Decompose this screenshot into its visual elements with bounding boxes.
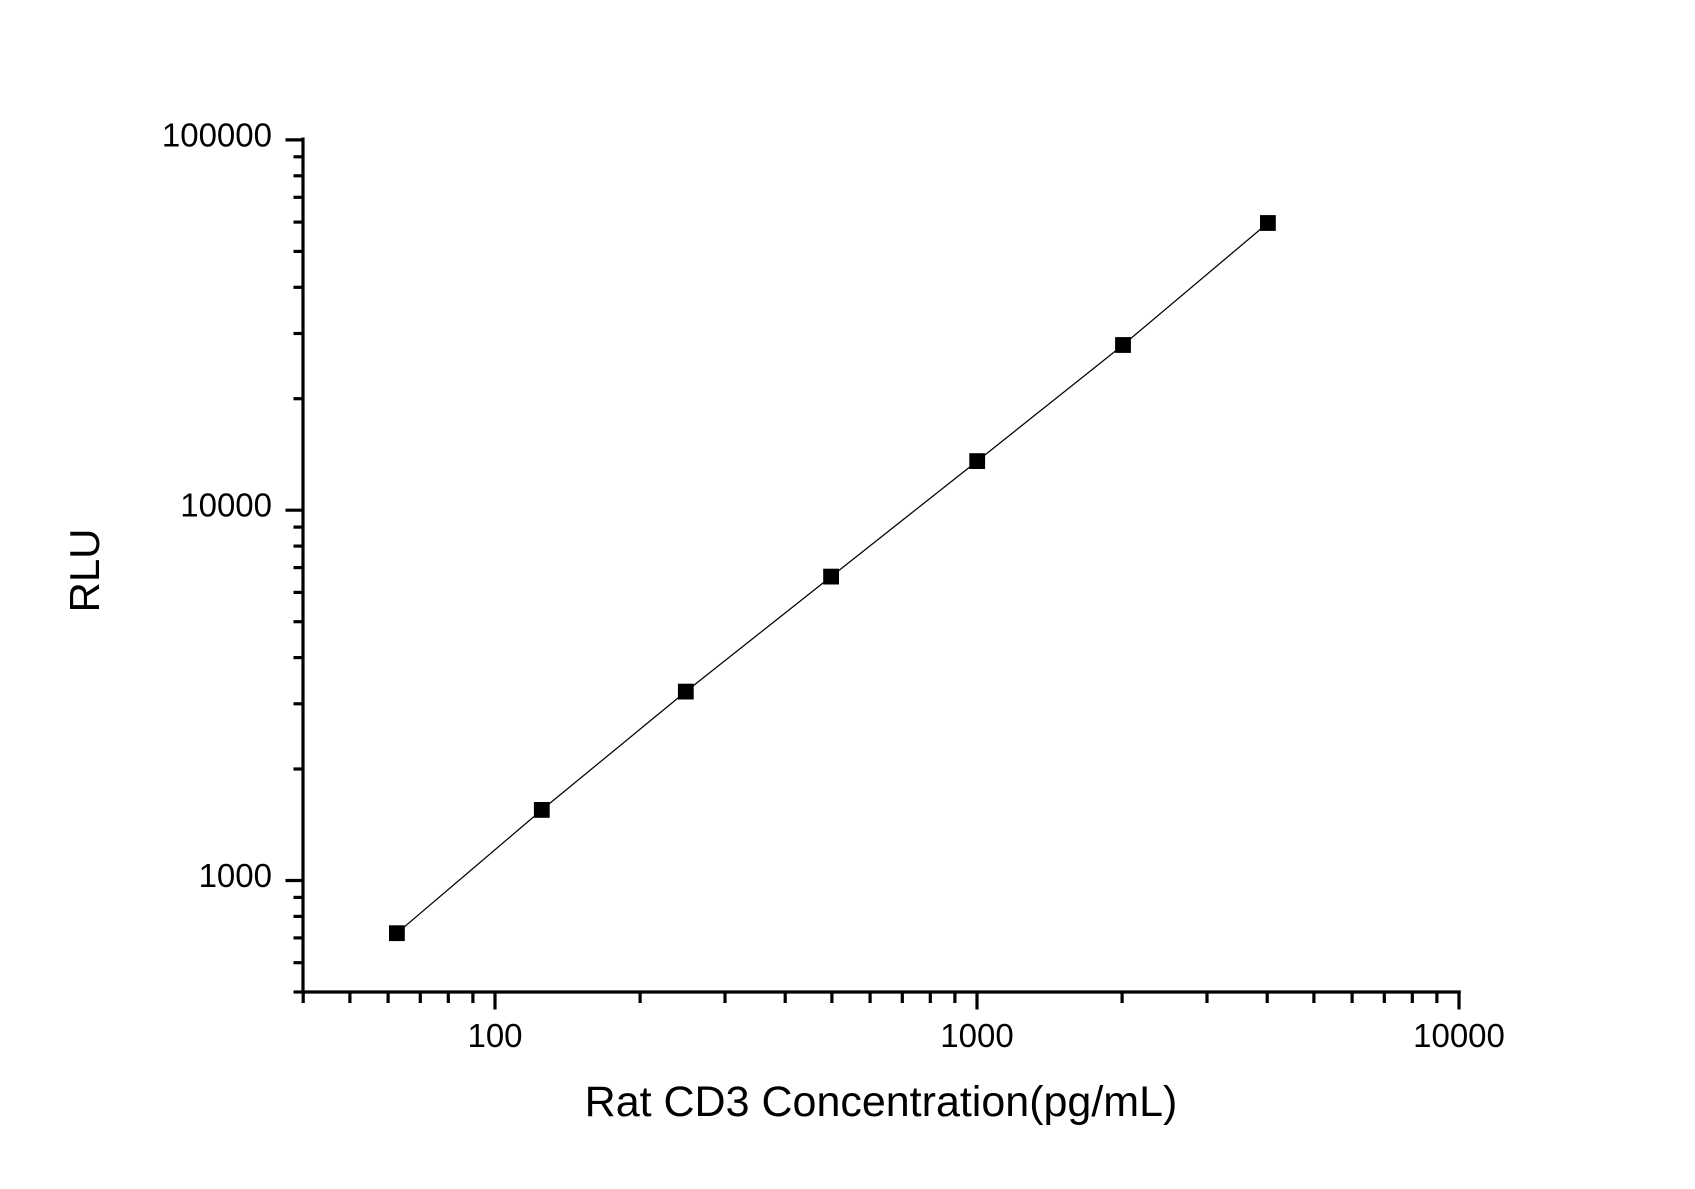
svg-text:RLU: RLU (61, 528, 108, 612)
svg-text:100: 100 (467, 1017, 522, 1054)
svg-text:100000: 100000 (162, 116, 272, 153)
svg-text:1000: 1000 (940, 1017, 1013, 1054)
svg-text:Rat CD3 Concentration(pg/mL): Rat CD3 Concentration(pg/mL) (585, 1078, 1178, 1126)
svg-text:1000: 1000 (199, 857, 272, 894)
svg-text:10000: 10000 (180, 487, 272, 524)
svg-text:10000: 10000 (1413, 1017, 1505, 1054)
